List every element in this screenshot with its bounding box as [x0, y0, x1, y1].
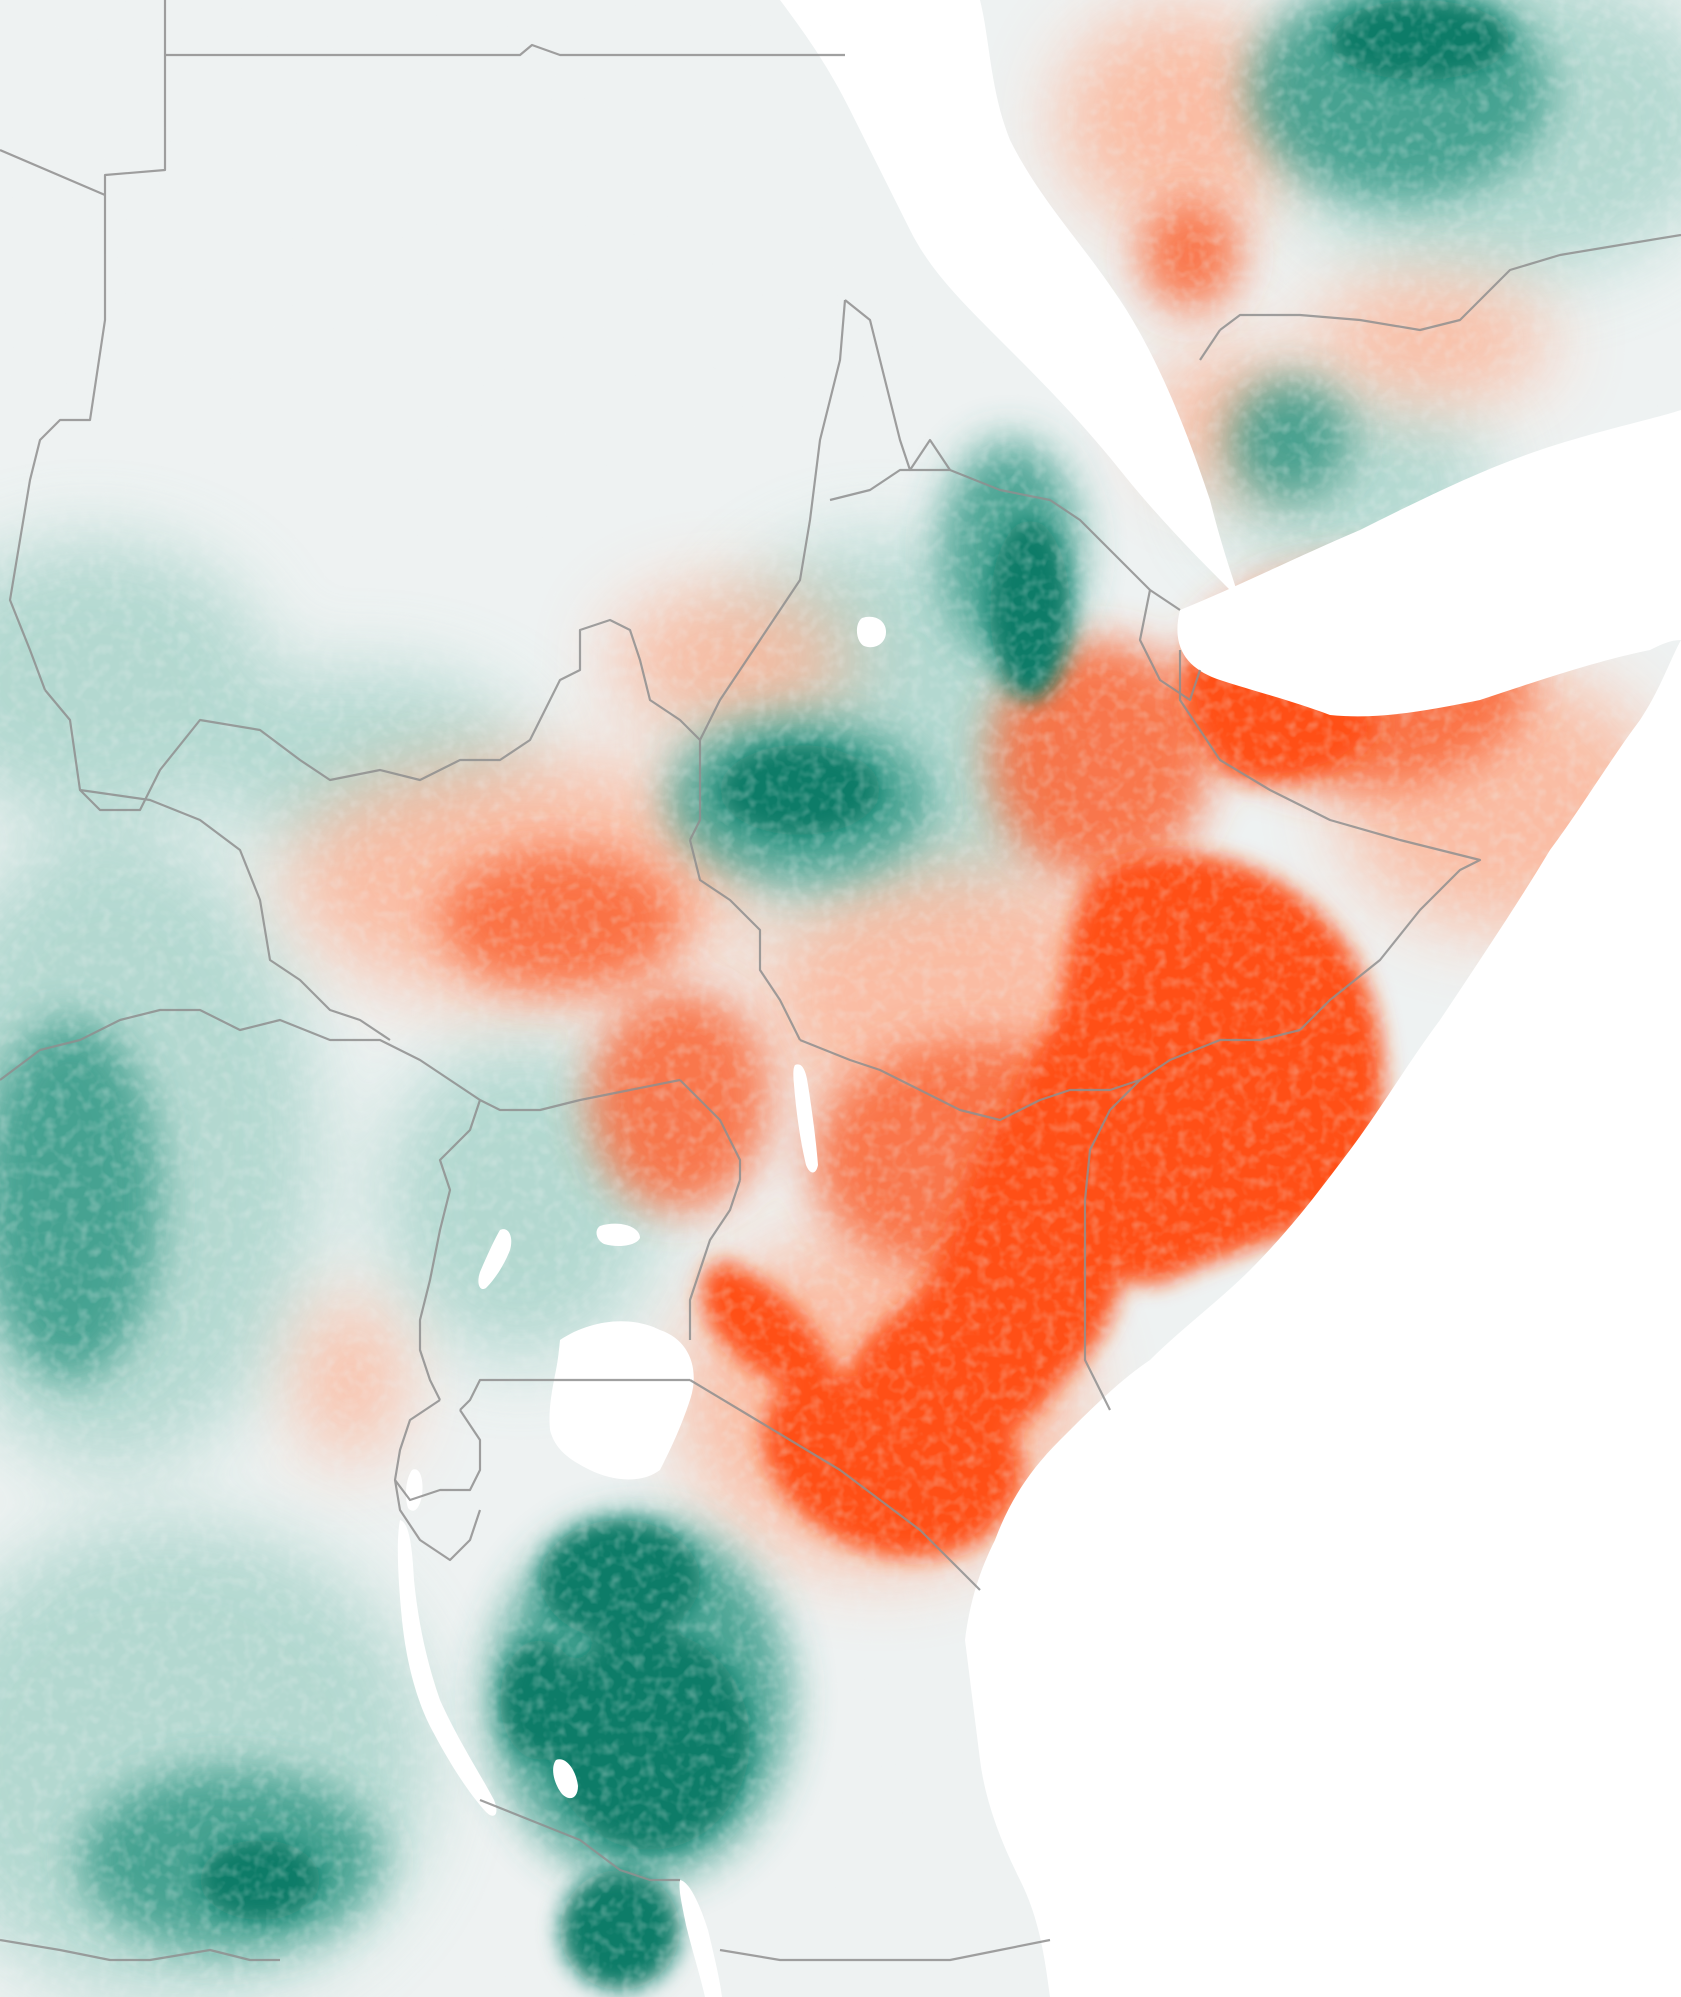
- south-sudan-drc-uganda-border: [0, 1008, 681, 1112]
- south-sudan-ethiopia-border: [688, 839, 801, 1041]
- yemen-oman-hint: [1199, 329, 1221, 361]
- lake-rukwa: [553, 1759, 578, 1799]
- lake-kyoga: [596, 1223, 640, 1246]
- water-layer: [397, 0, 1681, 1997]
- kenya-somalia-border: [1083, 1079, 1141, 1411]
- south-sudan-kenya-border: [679, 1079, 742, 1180]
- libya-egypt-border: [103, 0, 167, 195]
- lake-turkana: [793, 1064, 818, 1173]
- rwanda-burundi-borders: [393, 1399, 482, 1562]
- kenya-tanzania-border: [689, 1379, 981, 1591]
- uganda-tanzania-border: [459, 1378, 690, 1411]
- lake-malawi: [679, 1880, 722, 1997]
- chad-sudan-border: [8, 195, 107, 691]
- tanzania-zambia-malawi-border: [479, 1798, 680, 1882]
- lake-tana: [856, 616, 886, 648]
- drc-uganda-border: [418, 1099, 482, 1401]
- sudan-ethiopia-border: [699, 299, 847, 741]
- indian-ocean: [965, 640, 1681, 1997]
- tanzania-mozambique-border: [719, 1938, 1051, 1962]
- gulf-of-aden: [1177, 410, 1681, 717]
- lake-tanganyika: [397, 1520, 497, 1816]
- kenya-ethiopia-border: [799, 1028, 1301, 1122]
- eritrea-ethiopia-border: [829, 468, 1181, 611]
- yemen-saudi-border: [1219, 233, 1681, 332]
- lake-victoria: [549, 1321, 694, 1480]
- lake-albert: [478, 1229, 512, 1290]
- red-sea: [780, 0, 1240, 600]
- chad-libya-border: [0, 148, 106, 197]
- sudan-south-sudan-border: [44, 618, 702, 841]
- drc-zambia-border: [0, 1938, 280, 1962]
- egypt-sudan-border: [165, 43, 845, 57]
- uganda-kenya-border: [688, 1179, 742, 1340]
- sudan-eritrea-border: [844, 299, 951, 472]
- car-south-sudan-border: [79, 788, 391, 1041]
- ethiopia-somalia-border: [1178, 650, 1482, 1031]
- djibouti-borders: [1138, 589, 1202, 702]
